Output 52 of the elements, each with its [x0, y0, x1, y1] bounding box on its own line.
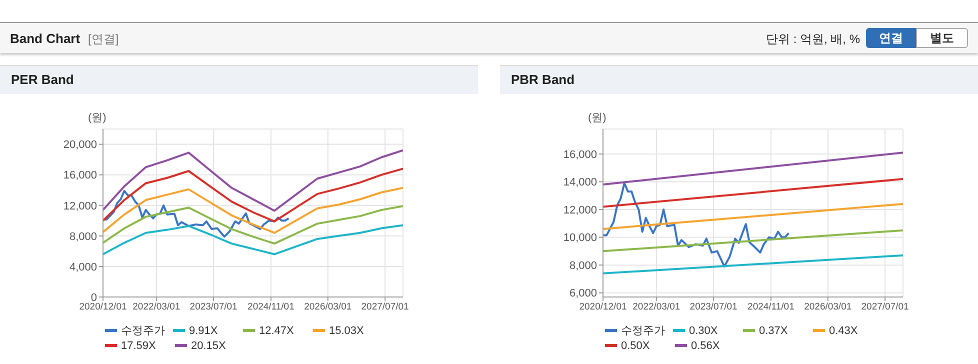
x-tick-label: 2024/11/01 [748, 302, 794, 313]
x-tick-label: 2022/03/01 [132, 302, 180, 313]
y-tick-label: 14,000 [563, 176, 597, 189]
line-series [103, 186, 403, 234]
line-series [103, 190, 290, 238]
legend-label: 0.56X [690, 338, 721, 353]
x-tick-label: 2026/03/01 [804, 302, 852, 313]
y-tick-label: 6,000 [569, 288, 597, 300]
legend-label: 0.30X [688, 324, 719, 338]
legend-label: 17.59X [120, 338, 157, 353]
x-tick-label: 2020/12/01 [579, 302, 627, 313]
legend-label: 수정주가 [120, 324, 166, 338]
x-tick-label: 2020/12/01 [79, 302, 127, 313]
x-tick-label: 2024/11/01 [248, 302, 294, 313]
legend-label: 20.15X [190, 338, 227, 353]
x-tick-label: 2022/03/01 [632, 302, 680, 313]
text: 단위 : 억원, 배, % [766, 31, 860, 48]
y-tick-label: 10,000 [563, 232, 597, 244]
line-series [103, 224, 403, 256]
y-tick-label: 0 [90, 292, 97, 304]
line-series [103, 205, 403, 245]
y-tick-label: 12,000 [563, 204, 597, 216]
text: Band Chart [10, 31, 80, 46]
y-tick-label: 16,000 [63, 170, 97, 182]
y-axis-title: (원) [588, 111, 606, 125]
x-tick-label: 2023/07/01 [690, 302, 738, 313]
legend-label: 15.03X [328, 324, 365, 338]
x-tick-label: 2027/07/01 [861, 302, 909, 313]
y-tick-label: 16,000 [563, 148, 597, 161]
y-axis-title: (원) [88, 111, 106, 125]
text: 별도 [916, 28, 968, 48]
line-series [103, 149, 403, 212]
y-tick-label: 8,000 [569, 260, 597, 272]
x-tick-label: 2027/07/01 [361, 302, 409, 313]
x-tick-label: 2026/03/01 [304, 302, 352, 313]
y-tick-label: 8,000 [69, 230, 97, 243]
line-series [603, 182, 790, 268]
legend-label: 0.37X [758, 324, 789, 338]
y-tick-label: 4,000 [69, 261, 97, 274]
legend-label: 12.47X [258, 324, 295, 338]
y-tick-label: 20,000 [63, 139, 97, 152]
legend-label: 0.43X [828, 324, 859, 338]
chart-title: PER Band [0, 66, 478, 94]
chart-title: PBR Band [500, 66, 978, 94]
x-tick-label: 2023/07/01 [190, 302, 238, 313]
y-tick-label: 12,000 [63, 200, 97, 212]
text: [연결] [88, 31, 119, 48]
legend-label: 0.50X [620, 338, 651, 353]
text: 연결 [866, 28, 916, 48]
line-series [103, 168, 403, 222]
legend-label: 수정주가 [620, 324, 666, 338]
legend-label: 9.91X [188, 324, 219, 338]
